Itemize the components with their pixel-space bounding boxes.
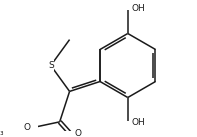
Text: O: O	[74, 129, 81, 137]
Text: OH: OH	[131, 5, 145, 13]
Text: OH: OH	[131, 118, 145, 127]
Text: S: S	[48, 61, 54, 70]
Text: CH₃: CH₃	[0, 128, 4, 137]
Text: O: O	[23, 123, 30, 132]
